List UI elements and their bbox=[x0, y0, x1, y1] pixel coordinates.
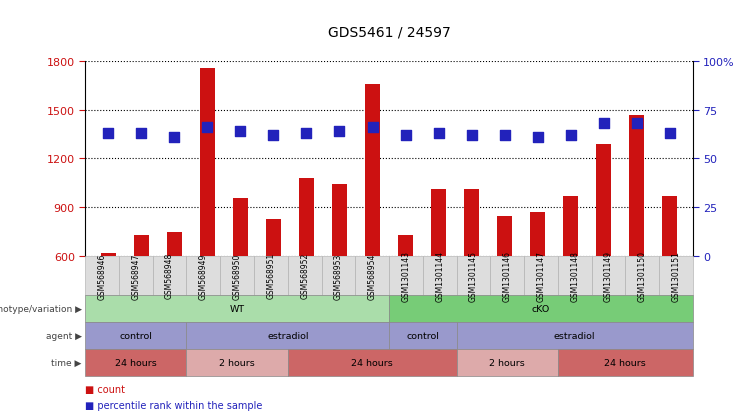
Bar bbox=[134, 236, 149, 256]
Point bbox=[598, 121, 610, 127]
Bar bbox=[597, 145, 611, 256]
Bar bbox=[299, 178, 314, 256]
Bar bbox=[629, 116, 644, 256]
Text: GSM568954: GSM568954 bbox=[368, 252, 376, 299]
Point bbox=[136, 131, 147, 137]
Text: GSM568953: GSM568953 bbox=[334, 252, 343, 299]
Text: agent ▶: agent ▶ bbox=[45, 331, 82, 340]
Bar bbox=[497, 216, 512, 256]
Point bbox=[433, 131, 445, 137]
Text: 24 hours: 24 hours bbox=[605, 358, 646, 367]
Text: estradiol: estradiol bbox=[554, 331, 596, 340]
Bar bbox=[531, 212, 545, 256]
Bar bbox=[332, 185, 347, 256]
Point bbox=[399, 133, 411, 139]
Text: genotype/variation ▶: genotype/variation ▶ bbox=[0, 304, 82, 313]
Text: GSM1301144: GSM1301144 bbox=[435, 250, 444, 301]
Point bbox=[499, 133, 511, 139]
Point bbox=[301, 131, 313, 137]
Text: 24 hours: 24 hours bbox=[351, 358, 393, 367]
Text: GSM1301148: GSM1301148 bbox=[570, 250, 579, 301]
Text: GSM568950: GSM568950 bbox=[233, 252, 242, 299]
Text: estradiol: estradiol bbox=[267, 331, 308, 340]
Text: GSM568946: GSM568946 bbox=[98, 252, 107, 299]
Text: control: control bbox=[406, 331, 439, 340]
Bar bbox=[431, 190, 446, 256]
Text: 24 hours: 24 hours bbox=[115, 358, 157, 367]
Text: time ▶: time ▶ bbox=[51, 358, 82, 367]
Text: 2 hours: 2 hours bbox=[219, 358, 255, 367]
Bar bbox=[266, 220, 281, 256]
Bar bbox=[662, 196, 677, 256]
Text: GSM1301150: GSM1301150 bbox=[638, 250, 647, 301]
Point bbox=[268, 133, 279, 139]
Text: control: control bbox=[119, 331, 153, 340]
Text: ■ count: ■ count bbox=[85, 384, 125, 394]
Point bbox=[333, 128, 345, 135]
Text: cKO: cKO bbox=[532, 304, 550, 313]
Point bbox=[102, 131, 114, 137]
Text: GSM568948: GSM568948 bbox=[165, 253, 174, 299]
Text: GSM1301149: GSM1301149 bbox=[604, 250, 613, 301]
Bar bbox=[233, 199, 247, 256]
Bar bbox=[101, 254, 116, 256]
Bar bbox=[200, 69, 215, 256]
Point bbox=[367, 125, 379, 131]
Text: GSM1301143: GSM1301143 bbox=[402, 250, 411, 301]
Bar bbox=[563, 197, 578, 256]
Bar bbox=[398, 236, 413, 256]
Point bbox=[631, 121, 642, 127]
Text: GDS5461 / 24597: GDS5461 / 24597 bbox=[328, 25, 451, 39]
Bar bbox=[365, 85, 380, 256]
Text: GSM568952: GSM568952 bbox=[300, 253, 309, 299]
Point bbox=[234, 128, 246, 135]
Point bbox=[565, 133, 576, 139]
Text: GSM1301151: GSM1301151 bbox=[671, 250, 680, 301]
Bar bbox=[167, 233, 182, 256]
Point bbox=[664, 131, 676, 137]
Text: GSM1301146: GSM1301146 bbox=[502, 250, 512, 301]
Point bbox=[202, 125, 213, 131]
Bar bbox=[464, 190, 479, 256]
Text: 2 hours: 2 hours bbox=[489, 358, 525, 367]
Point bbox=[532, 134, 544, 141]
Text: GSM568947: GSM568947 bbox=[131, 252, 140, 299]
Point bbox=[465, 133, 477, 139]
Text: ■ percentile rank within the sample: ■ percentile rank within the sample bbox=[85, 400, 262, 410]
Text: GSM568951: GSM568951 bbox=[266, 253, 276, 299]
Text: GSM568949: GSM568949 bbox=[199, 252, 208, 299]
Text: GSM1301147: GSM1301147 bbox=[536, 250, 545, 301]
Point bbox=[168, 134, 180, 141]
Text: WT: WT bbox=[230, 304, 245, 313]
Text: GSM1301145: GSM1301145 bbox=[469, 250, 478, 301]
